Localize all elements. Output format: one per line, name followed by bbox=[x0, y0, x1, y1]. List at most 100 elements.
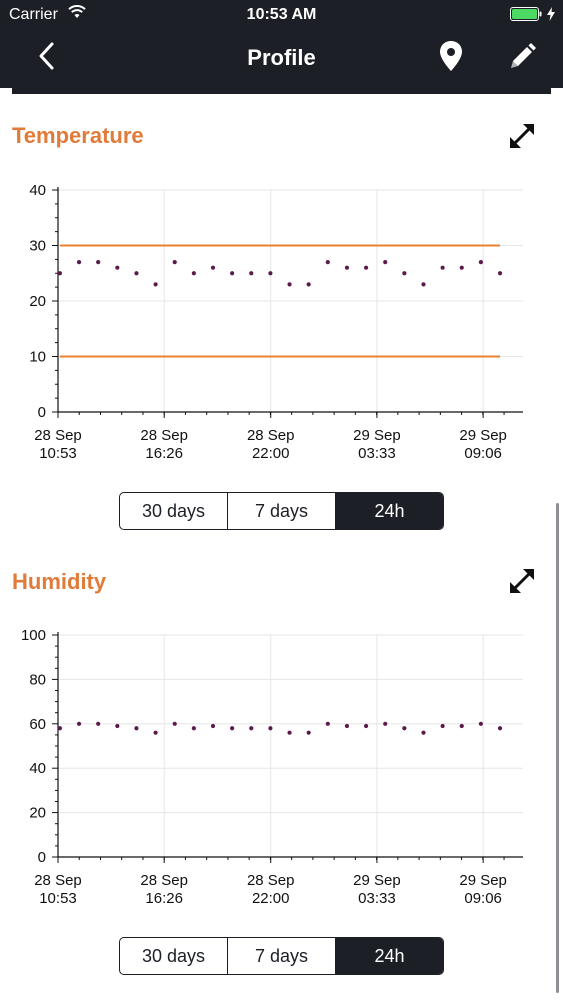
temperature-range-24h[interactable]: 24h bbox=[336, 493, 443, 529]
pencil-icon bbox=[511, 43, 536, 68]
temperature-y-tick-label: 0 bbox=[38, 404, 46, 421]
humidity-x-tick-label-date: 28 Sep bbox=[140, 872, 188, 889]
humidity-x-tick-label-time: 03:33 bbox=[358, 890, 396, 907]
charging-icon bbox=[546, 7, 556, 26]
humidity-data-point bbox=[325, 721, 330, 726]
expand-icon bbox=[509, 123, 535, 149]
temperature-data-point bbox=[402, 271, 407, 276]
humidity-data-point bbox=[210, 723, 216, 729]
temperature-y-tick-label: 20 bbox=[29, 293, 46, 310]
temperature-x-tick-label-time: 03:33 bbox=[358, 445, 396, 462]
temperature-x-tick-label-date: 29 Sep bbox=[353, 427, 401, 444]
temperature-y-tick-label: 40 bbox=[29, 182, 46, 199]
temperature-data-point bbox=[478, 260, 484, 265]
humidity-x-tick-label-date: 28 Sep bbox=[247, 872, 295, 889]
temperature-title: Temperature bbox=[12, 123, 144, 148]
temperature-data-point bbox=[306, 282, 311, 287]
map-pin-icon bbox=[440, 41, 462, 71]
humidity-data-point bbox=[421, 730, 426, 735]
humidity-x-tick-label-date: 29 Sep bbox=[353, 872, 401, 889]
humidity-data-point bbox=[440, 723, 445, 729]
humidity-x-tick-label-time: 10:53 bbox=[39, 890, 77, 907]
humidity-data-point bbox=[459, 723, 464, 729]
temperature-x-tick-label-date: 28 Sep bbox=[34, 427, 82, 444]
humidity-data-point bbox=[497, 726, 503, 731]
temperature-data-point bbox=[344, 265, 350, 270]
temperature-x-tick-label-date: 29 Sep bbox=[459, 427, 507, 444]
humidity-x-tick-label-time: 22:00 bbox=[252, 890, 290, 907]
wifi-icon bbox=[68, 5, 86, 24]
navigation-bar: Carrier 10:53 AM Profile bbox=[0, 0, 563, 88]
temperature-data-point bbox=[421, 282, 426, 287]
carrier-label: Carrier bbox=[9, 6, 58, 23]
temperature-data-point bbox=[115, 265, 120, 270]
temperature-data-point bbox=[191, 271, 196, 276]
humidity-data-point bbox=[363, 723, 369, 729]
humidity-y-tick-label: 20 bbox=[29, 805, 46, 822]
humidity-range-24h[interactable]: 24h bbox=[336, 938, 443, 974]
temperature-data-point bbox=[172, 260, 177, 265]
expand-icon bbox=[509, 568, 535, 594]
scrollbar[interactable] bbox=[556, 503, 559, 993]
humidity-data-point bbox=[57, 726, 63, 731]
humidity-range-7-days[interactable]: 7 days bbox=[228, 938, 336, 974]
temperature-data-point bbox=[210, 265, 216, 270]
humidity-y-tick-label: 0 bbox=[38, 849, 46, 866]
temperature-x-tick-label-time: 10:53 bbox=[39, 445, 77, 462]
humidity-x-tick-label-date: 28 Sep bbox=[34, 872, 82, 889]
edit-button[interactable] bbox=[507, 42, 537, 72]
temperature-data-point bbox=[134, 271, 139, 276]
temperature-range-7-days[interactable]: 7 days bbox=[228, 493, 336, 529]
temperature-data-point bbox=[497, 271, 503, 276]
humidity-data-point bbox=[383, 721, 388, 726]
temperature-data-point bbox=[230, 271, 235, 276]
humidity-data-point bbox=[172, 721, 177, 726]
humidity-y-tick-label: 100 bbox=[21, 627, 46, 644]
temperature-expand-button[interactable] bbox=[507, 121, 537, 151]
temperature-data-point bbox=[57, 271, 63, 276]
temperature-data-point bbox=[287, 282, 292, 287]
humidity-data-point bbox=[76, 721, 82, 726]
humidity-x-tick-label-time: 16:26 bbox=[145, 890, 183, 907]
temperature-data-point bbox=[325, 260, 330, 265]
temperature-range-selector: 30 days 7 days 24h bbox=[119, 492, 444, 530]
humidity-data-point bbox=[115, 723, 120, 729]
temperature-y-tick-label: 10 bbox=[29, 349, 46, 366]
temperature-data-point bbox=[459, 265, 464, 270]
humidity-data-point bbox=[230, 726, 235, 731]
humidity-y-tick-label: 80 bbox=[29, 671, 46, 688]
humidity-data-point bbox=[153, 730, 158, 735]
temperature-x-tick-label-time: 22:00 bbox=[252, 445, 290, 462]
page-title: Profile bbox=[247, 45, 316, 70]
humidity-title: Humidity bbox=[12, 569, 107, 594]
temperature-data-point bbox=[268, 271, 273, 276]
temperature-data-point bbox=[76, 260, 82, 265]
humidity-x-tick-label-time: 09:06 bbox=[464, 890, 502, 907]
humidity-data-point bbox=[134, 726, 139, 731]
humidity-range-selector: 30 days 7 days 24h bbox=[119, 937, 444, 975]
temperature-data-point bbox=[96, 260, 101, 265]
clock: 10:53 AM bbox=[246, 6, 317, 23]
temperature-range-30-days[interactable]: 30 days bbox=[120, 493, 228, 529]
status-bar: Carrier 10:53 AM bbox=[0, 0, 563, 30]
humidity-data-point bbox=[249, 726, 254, 731]
humidity-data-point bbox=[96, 721, 101, 726]
header-divider bbox=[12, 88, 551, 94]
temperature-data-point bbox=[153, 282, 158, 287]
humidity-expand-button[interactable] bbox=[507, 566, 537, 596]
location-button[interactable] bbox=[438, 40, 464, 72]
temperature-x-tick-label-time: 16:26 bbox=[145, 445, 183, 462]
temperature-y-tick-label: 30 bbox=[29, 238, 46, 255]
humidity-data-point bbox=[478, 721, 484, 726]
temperature-data-point bbox=[363, 265, 369, 270]
humidity-y-tick-label: 60 bbox=[29, 716, 46, 733]
temperature-x-tick-label-time: 09:06 bbox=[464, 445, 502, 462]
humidity-range-30-days[interactable]: 30 days bbox=[120, 938, 228, 974]
temperature-x-tick-label-date: 28 Sep bbox=[140, 427, 188, 444]
humidity-x-tick-label-date: 29 Sep bbox=[459, 872, 507, 889]
temperature-data-point bbox=[249, 271, 254, 276]
back-button[interactable] bbox=[34, 40, 62, 72]
temperature-data-point bbox=[383, 260, 388, 265]
temperature-x-tick-label-date: 28 Sep bbox=[247, 427, 295, 444]
